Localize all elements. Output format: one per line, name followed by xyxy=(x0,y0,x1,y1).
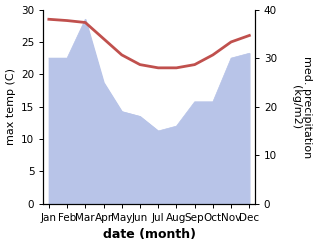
Y-axis label: med. precipitation
(kg/m2): med. precipitation (kg/m2) xyxy=(291,56,313,158)
Y-axis label: max temp (C): max temp (C) xyxy=(5,68,16,145)
X-axis label: date (month): date (month) xyxy=(103,228,196,242)
